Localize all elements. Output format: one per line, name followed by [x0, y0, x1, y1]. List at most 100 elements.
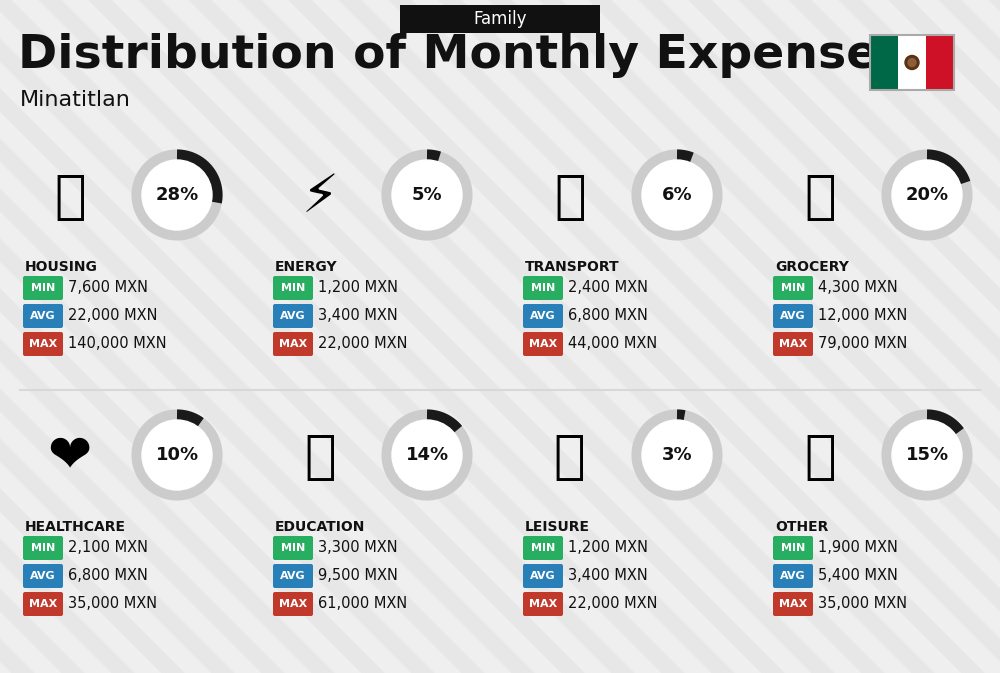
Text: MAX: MAX — [279, 339, 307, 349]
Text: MIN: MIN — [281, 543, 305, 553]
Text: OTHER: OTHER — [775, 520, 828, 534]
Text: 3,300 MXN: 3,300 MXN — [318, 540, 398, 555]
FancyBboxPatch shape — [273, 536, 313, 560]
FancyBboxPatch shape — [898, 35, 926, 90]
Text: MIN: MIN — [781, 543, 805, 553]
Text: 6%: 6% — [662, 186, 692, 204]
FancyBboxPatch shape — [926, 35, 954, 90]
Text: 9,500 MXN: 9,500 MXN — [318, 569, 398, 583]
FancyBboxPatch shape — [523, 332, 563, 356]
Text: 3,400 MXN: 3,400 MXN — [568, 569, 648, 583]
Text: MIN: MIN — [531, 543, 555, 553]
FancyBboxPatch shape — [523, 276, 563, 300]
Text: Minatitlan: Minatitlan — [20, 90, 131, 110]
FancyBboxPatch shape — [773, 564, 813, 588]
FancyBboxPatch shape — [400, 5, 600, 33]
Text: MIN: MIN — [781, 283, 805, 293]
Text: 1,200 MXN: 1,200 MXN — [318, 281, 398, 295]
Text: HEALTHCARE: HEALTHCARE — [25, 520, 126, 534]
FancyBboxPatch shape — [773, 304, 813, 328]
Text: 20%: 20% — [905, 186, 949, 204]
Text: Distribution of Monthly Expenses: Distribution of Monthly Expenses — [18, 32, 906, 77]
Text: 2,100 MXN: 2,100 MXN — [68, 540, 148, 555]
Circle shape — [142, 160, 212, 230]
Text: 22,000 MXN: 22,000 MXN — [568, 596, 658, 612]
FancyBboxPatch shape — [523, 304, 563, 328]
FancyBboxPatch shape — [523, 564, 563, 588]
Text: AVG: AVG — [30, 311, 56, 321]
Text: AVG: AVG — [280, 571, 306, 581]
Circle shape — [392, 160, 462, 230]
Text: 44,000 MXN: 44,000 MXN — [568, 336, 657, 351]
Text: MAX: MAX — [779, 339, 807, 349]
FancyBboxPatch shape — [273, 592, 313, 616]
FancyBboxPatch shape — [23, 332, 63, 356]
FancyBboxPatch shape — [273, 564, 313, 588]
Text: 1,900 MXN: 1,900 MXN — [818, 540, 898, 555]
FancyBboxPatch shape — [273, 332, 313, 356]
Text: 6,800 MXN: 6,800 MXN — [68, 569, 148, 583]
Text: 4,300 MXN: 4,300 MXN — [818, 281, 898, 295]
Text: 35,000 MXN: 35,000 MXN — [68, 596, 157, 612]
Text: 61,000 MXN: 61,000 MXN — [318, 596, 407, 612]
Text: 7,600 MXN: 7,600 MXN — [68, 281, 148, 295]
Text: 💰: 💰 — [804, 431, 836, 483]
Text: 14%: 14% — [405, 446, 449, 464]
FancyBboxPatch shape — [23, 304, 63, 328]
Text: MIN: MIN — [531, 283, 555, 293]
FancyBboxPatch shape — [523, 536, 563, 560]
Text: 2,400 MXN: 2,400 MXN — [568, 281, 648, 295]
Text: 22,000 MXN: 22,000 MXN — [68, 308, 158, 324]
Text: 79,000 MXN: 79,000 MXN — [818, 336, 907, 351]
Circle shape — [642, 160, 712, 230]
Text: AVG: AVG — [530, 571, 556, 581]
Text: 35,000 MXN: 35,000 MXN — [818, 596, 907, 612]
Text: MIN: MIN — [31, 283, 55, 293]
Text: 10%: 10% — [155, 446, 199, 464]
Text: 22,000 MXN: 22,000 MXN — [318, 336, 408, 351]
Text: ⚡: ⚡ — [302, 171, 338, 223]
Text: Family: Family — [473, 10, 527, 28]
Text: 🚌: 🚌 — [554, 171, 586, 223]
Circle shape — [908, 59, 916, 67]
FancyBboxPatch shape — [773, 536, 813, 560]
Text: 🛒: 🛒 — [804, 171, 836, 223]
Text: 12,000 MXN: 12,000 MXN — [818, 308, 907, 324]
FancyBboxPatch shape — [273, 276, 313, 300]
FancyBboxPatch shape — [773, 332, 813, 356]
Circle shape — [642, 420, 712, 490]
Text: 140,000 MXN: 140,000 MXN — [68, 336, 167, 351]
FancyBboxPatch shape — [773, 276, 813, 300]
Text: TRANSPORT: TRANSPORT — [525, 260, 620, 274]
Text: LEISURE: LEISURE — [525, 520, 590, 534]
Text: MAX: MAX — [529, 339, 557, 349]
FancyBboxPatch shape — [23, 276, 63, 300]
Text: 5%: 5% — [412, 186, 442, 204]
FancyBboxPatch shape — [23, 592, 63, 616]
Text: ❤️: ❤️ — [48, 431, 92, 483]
Circle shape — [905, 55, 919, 69]
Text: AVG: AVG — [780, 311, 806, 321]
Text: 5,400 MXN: 5,400 MXN — [818, 569, 898, 583]
Text: 15%: 15% — [905, 446, 949, 464]
Text: MAX: MAX — [779, 599, 807, 609]
Text: MIN: MIN — [281, 283, 305, 293]
Text: 3,400 MXN: 3,400 MXN — [318, 308, 398, 324]
Text: ENERGY: ENERGY — [275, 260, 338, 274]
Text: MAX: MAX — [29, 599, 57, 609]
Text: MAX: MAX — [279, 599, 307, 609]
Circle shape — [892, 160, 962, 230]
Text: 6,800 MXN: 6,800 MXN — [568, 308, 648, 324]
Circle shape — [392, 420, 462, 490]
Text: 🎓: 🎓 — [304, 431, 336, 483]
FancyBboxPatch shape — [523, 592, 563, 616]
Text: 3%: 3% — [662, 446, 692, 464]
Circle shape — [892, 420, 962, 490]
FancyBboxPatch shape — [23, 536, 63, 560]
FancyBboxPatch shape — [870, 35, 898, 90]
Text: MIN: MIN — [31, 543, 55, 553]
Text: 🛍️: 🛍️ — [554, 431, 586, 483]
Text: GROCERY: GROCERY — [775, 260, 849, 274]
Text: HOUSING: HOUSING — [25, 260, 98, 274]
FancyBboxPatch shape — [773, 592, 813, 616]
